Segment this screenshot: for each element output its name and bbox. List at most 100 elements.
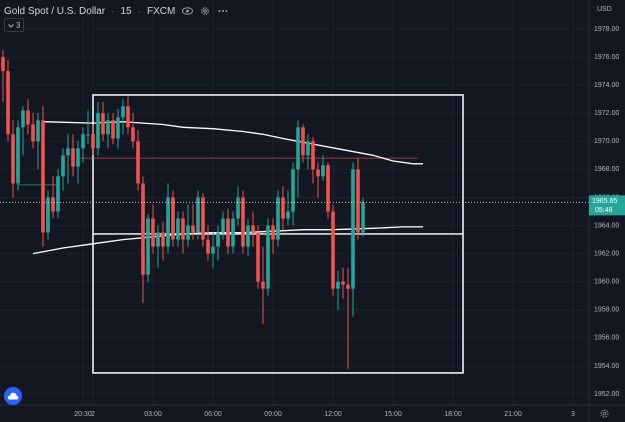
x-tick-label: 15:00 xyxy=(384,411,402,418)
candle-body xyxy=(246,225,250,247)
candle-body xyxy=(171,197,175,240)
candle-body xyxy=(91,134,95,149)
y-tick-label: 1958.00 xyxy=(594,307,619,314)
candle-body xyxy=(316,169,320,177)
candle-body xyxy=(61,155,65,177)
candle-body xyxy=(321,165,325,177)
candle-body xyxy=(281,197,285,219)
chevron-down-icon xyxy=(8,21,14,30)
candle-body xyxy=(151,218,155,247)
candle-body xyxy=(71,148,75,167)
candle-body xyxy=(141,183,145,275)
x-tick-label: 20:30 xyxy=(74,411,92,418)
more-icon[interactable] xyxy=(217,5,229,17)
currency-label: USD xyxy=(597,6,612,13)
candle-body xyxy=(346,284,350,289)
candle-body xyxy=(106,120,110,135)
candle-body xyxy=(81,134,85,149)
y-tick-label: 1972.00 xyxy=(594,110,619,117)
y-tick-label: 1970.00 xyxy=(594,138,619,145)
candle-body xyxy=(341,281,345,285)
eye-icon[interactable] xyxy=(181,5,193,17)
candle-body xyxy=(136,141,140,184)
price-badge-value: 1965.65 xyxy=(592,198,617,205)
candle-body xyxy=(261,281,265,289)
y-tick-label: 1956.00 xyxy=(594,335,619,342)
x-tick-label: 03:00 xyxy=(144,411,162,418)
candle-body xyxy=(256,232,260,282)
y-tick-label: 1978.00 xyxy=(594,26,619,33)
candle-body xyxy=(16,127,20,184)
candle-body xyxy=(131,127,135,142)
x-tick-label: 18:00 xyxy=(444,411,462,418)
moving-average-0 xyxy=(42,121,423,165)
candle-body xyxy=(276,197,280,240)
candle-body xyxy=(36,120,40,142)
y-tick-label: 1964.00 xyxy=(594,222,619,229)
candle-body xyxy=(196,197,200,233)
candle-body xyxy=(236,197,240,219)
candle-body xyxy=(331,211,335,289)
candle-body xyxy=(1,57,5,72)
candle-body xyxy=(221,218,225,233)
candle-body xyxy=(146,218,150,275)
candle-body xyxy=(351,169,355,289)
candle-body xyxy=(311,141,315,170)
candle-body xyxy=(176,218,180,240)
candle-body xyxy=(266,225,270,289)
y-tick-label: 1960.00 xyxy=(594,279,619,286)
indicator-count: 3 xyxy=(16,20,21,30)
candle-body xyxy=(66,148,70,156)
candle-body xyxy=(206,239,210,254)
symbol-name: Gold Spot / U.S. Dollar xyxy=(4,5,106,17)
candle-body xyxy=(291,169,295,212)
cloud-icon[interactable] xyxy=(4,387,22,405)
x-tick-label: 06:00 xyxy=(204,411,222,418)
candle-body xyxy=(211,246,215,254)
indicators-toggle-button[interactable]: 3 xyxy=(4,18,25,32)
symbol-legend[interactable]: Gold Spot / U.S. Dollar · 15 · FXCM xyxy=(4,4,229,18)
candle-body xyxy=(166,197,170,247)
candle-body xyxy=(96,113,100,149)
candle-body xyxy=(271,225,275,240)
gear-icon[interactable] xyxy=(199,5,211,17)
candle-body xyxy=(46,197,50,233)
x-tick-label: 2 xyxy=(91,411,95,418)
candle-body xyxy=(101,113,105,135)
candle-body xyxy=(301,127,305,156)
candle-body xyxy=(156,232,160,247)
candle-body xyxy=(126,106,130,128)
settings-gear-icon[interactable] xyxy=(598,408,610,420)
candle-body xyxy=(21,110,25,128)
candle-body xyxy=(191,225,195,233)
x-tick-label: 21:00 xyxy=(504,411,522,418)
interval-label: 15 xyxy=(120,5,132,17)
y-tick-label: 1954.00 xyxy=(594,363,619,370)
legend-separator-2: · xyxy=(137,5,141,17)
y-tick-label: 1952.00 xyxy=(594,391,619,398)
price-badge-countdown: 05:48 xyxy=(595,207,613,214)
x-tick-label: 09:00 xyxy=(264,411,282,418)
candle-body xyxy=(251,225,255,233)
candle-body xyxy=(356,169,360,233)
x-tick-label: 12:00 xyxy=(324,411,342,418)
exchange-label: FXCM xyxy=(146,5,176,17)
candle-body xyxy=(41,120,45,233)
candle-body xyxy=(56,176,60,212)
candle-body xyxy=(31,124,35,142)
candle-body xyxy=(201,197,205,240)
candle-body xyxy=(111,120,115,139)
y-tick-label: 1962.00 xyxy=(594,250,619,257)
candle-body xyxy=(241,197,245,247)
candle-body xyxy=(326,165,330,212)
candle-body xyxy=(181,218,185,240)
candle-body xyxy=(86,134,90,136)
candle-body xyxy=(76,148,80,167)
candle-body xyxy=(116,117,120,139)
candle-body xyxy=(161,232,165,247)
candle-body xyxy=(11,134,15,184)
y-tick-label: 1976.00 xyxy=(594,54,619,61)
candle-body xyxy=(186,225,190,240)
